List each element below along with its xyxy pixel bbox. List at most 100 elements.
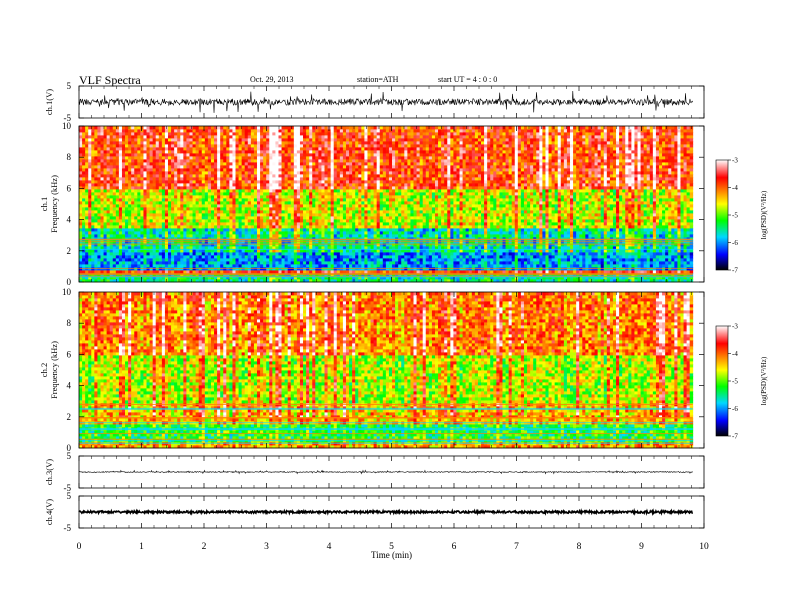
- spectrogram-cell: [520, 255, 525, 259]
- spectrogram-cell: [551, 222, 556, 226]
- spectrogram-cell: [299, 219, 304, 223]
- spectrogram-cell: [628, 270, 632, 274]
- spectrogram-cell: [634, 225, 638, 229]
- spectrogram-cell: [563, 207, 568, 211]
- spectrogram-cell: [103, 225, 108, 229]
- spectrogram-cell: [484, 246, 488, 250]
- spectrogram-cell: [530, 276, 534, 280]
- spectrogram-cell: [284, 225, 289, 229]
- spectrogram-cell: [662, 246, 666, 250]
- spectrogram-cell: [462, 243, 467, 247]
- spectrogram-cell: [655, 264, 660, 268]
- spectrogram-cell: [177, 243, 181, 247]
- spectrogram-cell: [115, 249, 120, 253]
- spectrogram-cell: [79, 225, 83, 229]
- spectrogram-cell: [530, 279, 534, 283]
- spectrogram-cell: [413, 219, 417, 223]
- spectrogram-cell: [502, 270, 506, 274]
- spectrogram-cell: [207, 213, 212, 217]
- spectrogram-cell: [327, 210, 332, 214]
- spectrogram-cell: [401, 249, 405, 253]
- spectrogram-cell: [689, 213, 694, 217]
- spectrogram-cell: [388, 276, 393, 280]
- spectrogram-cell: [232, 243, 236, 247]
- spectrogram-cell: [413, 264, 417, 268]
- spectrogram-cell: [164, 234, 169, 238]
- spectrogram-cell: [530, 258, 534, 262]
- spectrogram-cell: [576, 261, 580, 265]
- spectrogram-cell: [422, 234, 427, 238]
- spectrogram-cell: [520, 252, 525, 256]
- spectrogram-cell: [628, 219, 632, 223]
- spectrogram-cell: [303, 249, 307, 253]
- spectrogram-cell: [161, 210, 166, 214]
- spectrogram-cell: [321, 237, 325, 241]
- spectrogram-cell: [131, 234, 135, 238]
- spectrogram-cell: [253, 225, 258, 229]
- spectrogram-cell: [112, 234, 117, 238]
- spectrogram-cell: [683, 243, 688, 247]
- spectrogram-cell: [79, 276, 83, 280]
- spectrogram-cell: [619, 216, 623, 220]
- spectrogram-cell: [662, 249, 666, 253]
- spectrogram-cell: [477, 207, 482, 211]
- spectrogram-cell: [97, 246, 101, 250]
- spectrogram-cell: [404, 237, 408, 241]
- spectrogram-cell: [180, 219, 184, 223]
- spectrogram-cell: [293, 258, 298, 262]
- spectrogram-cell: [220, 261, 224, 265]
- spectrogram-cell: [570, 219, 574, 223]
- spectrogram-cell: [118, 234, 123, 238]
- spectrogram-cell: [195, 228, 200, 232]
- spectrogram-cell: [189, 246, 193, 250]
- spectrogram-cell: [677, 264, 681, 268]
- spectrogram-cell: [530, 246, 534, 250]
- spectrogram-cell: [143, 261, 147, 265]
- spectrogram-cell: [253, 216, 258, 220]
- spectrogram-cell: [456, 213, 460, 217]
- spectrogram-cell: [355, 216, 359, 220]
- spectrogram-cell: [269, 252, 273, 256]
- spectrogram-cell: [134, 210, 138, 214]
- spectrogram-cell: [471, 261, 476, 265]
- spectrogram-cell: [481, 279, 485, 283]
- spectrogram-cell: [438, 270, 442, 274]
- spectrogram-cell: [585, 228, 589, 232]
- spectrogram-cell: [640, 264, 645, 268]
- spectrogram-cell: [115, 258, 120, 262]
- spectrogram-cell: [658, 234, 663, 238]
- spectrogram-cell: [118, 213, 123, 217]
- spectrogram-cell: [379, 264, 384, 268]
- spectrogram-cell: [680, 249, 684, 253]
- spectrogram-cell: [462, 210, 467, 214]
- spectrogram-cell: [585, 279, 589, 283]
- spectrogram-cell: [324, 210, 328, 214]
- spectrogram-cell: [677, 276, 681, 280]
- spectrogram-cell: [296, 264, 301, 268]
- spectrogram-cell: [404, 270, 408, 274]
- spectrogram-cell: [121, 264, 126, 268]
- spectrogram-cell: [523, 276, 528, 280]
- spectrogram-cell: [290, 252, 295, 256]
- spectrogram-cell: [263, 255, 267, 259]
- spectrogram-cell: [352, 249, 356, 253]
- spectrogram-cell: [303, 213, 307, 217]
- spectrogram-cell: [419, 279, 424, 283]
- spectrogram-cell: [164, 264, 169, 268]
- spectrogram-cell: [336, 246, 341, 250]
- spectrogram-cell: [634, 222, 638, 226]
- spectrogram-cell: [290, 258, 295, 262]
- spectrogram-cell: [425, 279, 430, 283]
- spectrogram-cell: [158, 222, 163, 226]
- spectrogram-cell: [410, 207, 414, 211]
- spectrogram-cell: [109, 252, 114, 256]
- spectrogram-cell: [481, 237, 485, 241]
- spectrogram-cell: [345, 246, 350, 250]
- spectrogram-cell: [655, 222, 660, 226]
- spectrogram-cell: [189, 255, 193, 259]
- spectrogram-cell: [606, 210, 611, 214]
- spectrogram-cell: [88, 258, 92, 262]
- spectrogram-cell: [398, 270, 402, 274]
- spectrogram-cell: [468, 255, 473, 259]
- spectrogram-cell: [115, 225, 120, 229]
